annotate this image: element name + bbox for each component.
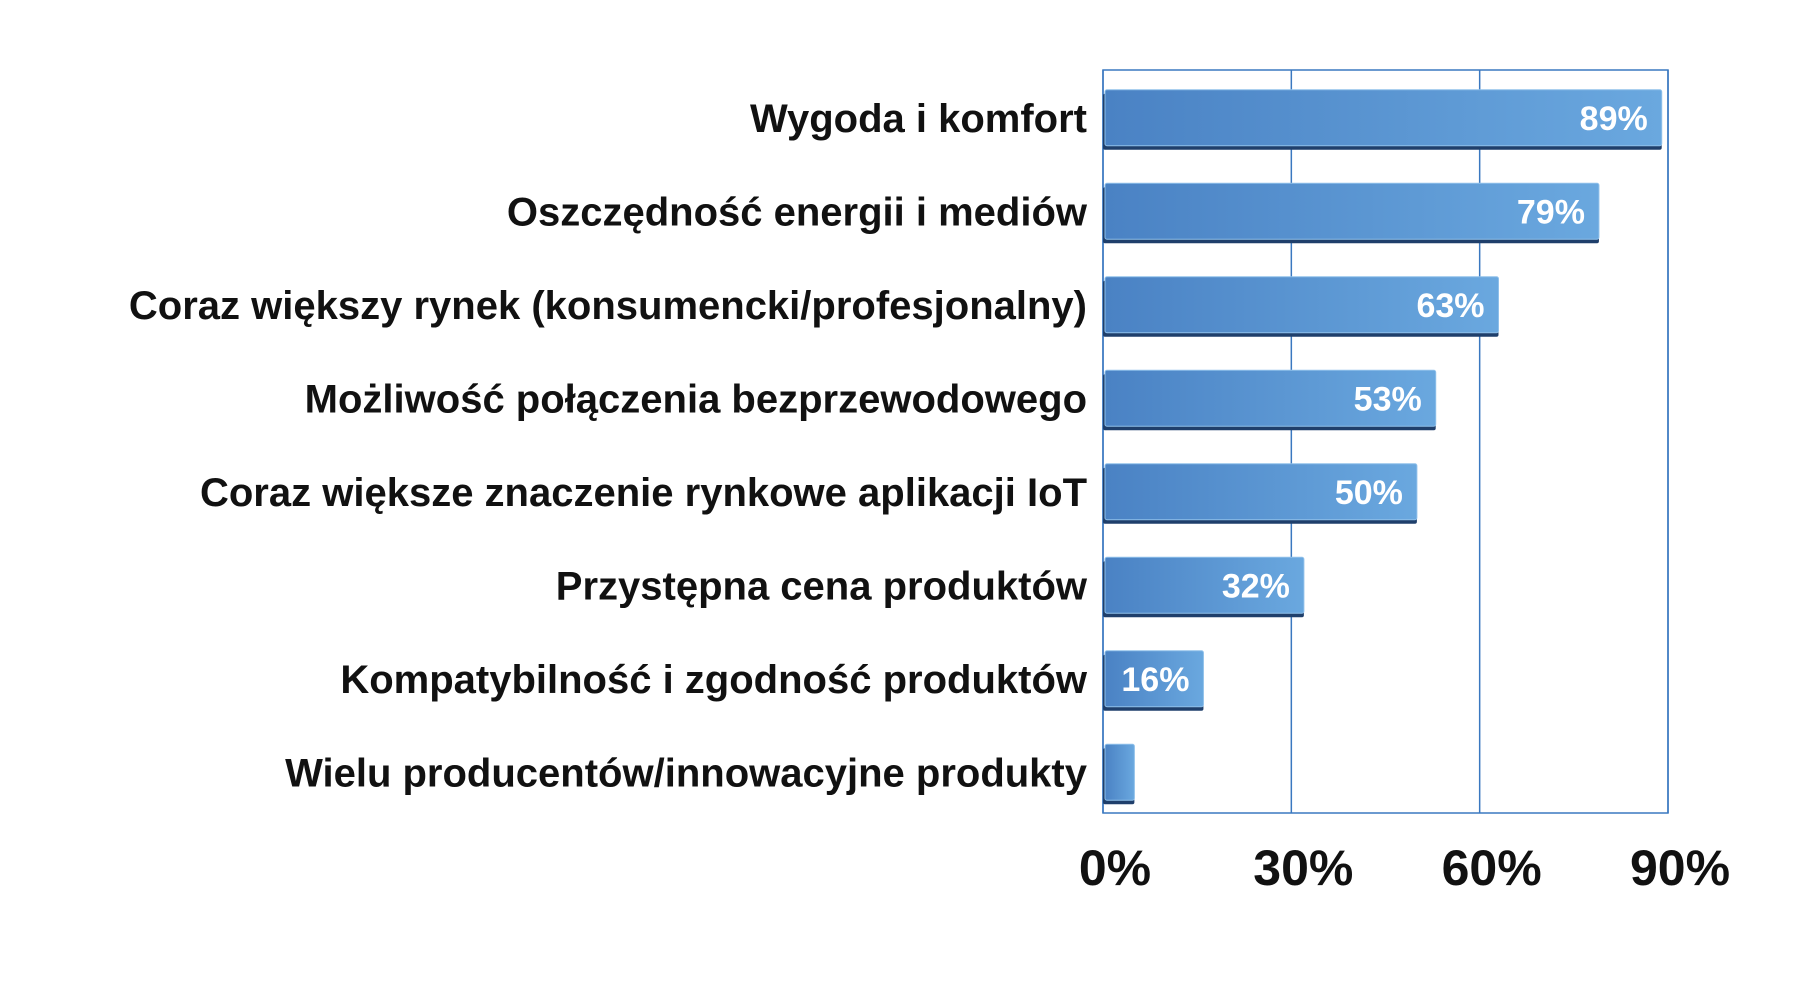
tick-label-3: 90% — [1630, 840, 1730, 896]
bar-1 — [1104, 182, 1600, 240]
data-label-6: 16% — [1121, 661, 1189, 699]
tick-label-0: 0% — [1079, 840, 1151, 896]
category-label-5: Przystępna cena produktów — [556, 564, 1088, 608]
data-label-1: 79% — [1517, 193, 1585, 231]
category-label-4: Coraz większe znaczenie rynkowe aplikacj… — [200, 471, 1087, 515]
category-label-1: Oszczędność energii i mediów — [507, 190, 1088, 234]
category-label-2: Coraz większy rynek (konsumencki/profesj… — [129, 284, 1087, 328]
data-label-4: 50% — [1335, 474, 1403, 512]
data-label-3: 53% — [1354, 380, 1422, 418]
data-label-5: 32% — [1222, 567, 1290, 605]
bar-3 — [1104, 369, 1437, 427]
category-label-3: Możliwość połączenia bezprzewodowego — [305, 377, 1087, 421]
category-label-7: Wielu producentów/innowacyjne produkty — [285, 751, 1088, 795]
tick-label-1: 30% — [1253, 840, 1353, 896]
bar-2 — [1104, 276, 1499, 334]
x-axis-tick-labels: 0% 30% 60% 90% — [1079, 840, 1730, 896]
tick-label-2: 60% — [1442, 840, 1542, 896]
bar-6 — [1104, 650, 1204, 708]
category-label-6: Kompatybilność i zgodność produktów — [340, 658, 1088, 702]
bar-5 — [1104, 556, 1305, 614]
data-label-2: 63% — [1416, 287, 1484, 325]
data-label-0: 89% — [1580, 100, 1648, 138]
category-label-0: Wygoda i komfort — [750, 97, 1087, 141]
bar-0 — [1104, 89, 1663, 147]
bars-layer: 89% 79% 63% 53% 50% 32% 16% — [1103, 89, 1663, 805]
category-labels: Wygoda i komfort Oszczędność energii i me… — [129, 97, 1088, 796]
bar-7 — [1104, 743, 1135, 801]
bar-4 — [1104, 463, 1418, 521]
